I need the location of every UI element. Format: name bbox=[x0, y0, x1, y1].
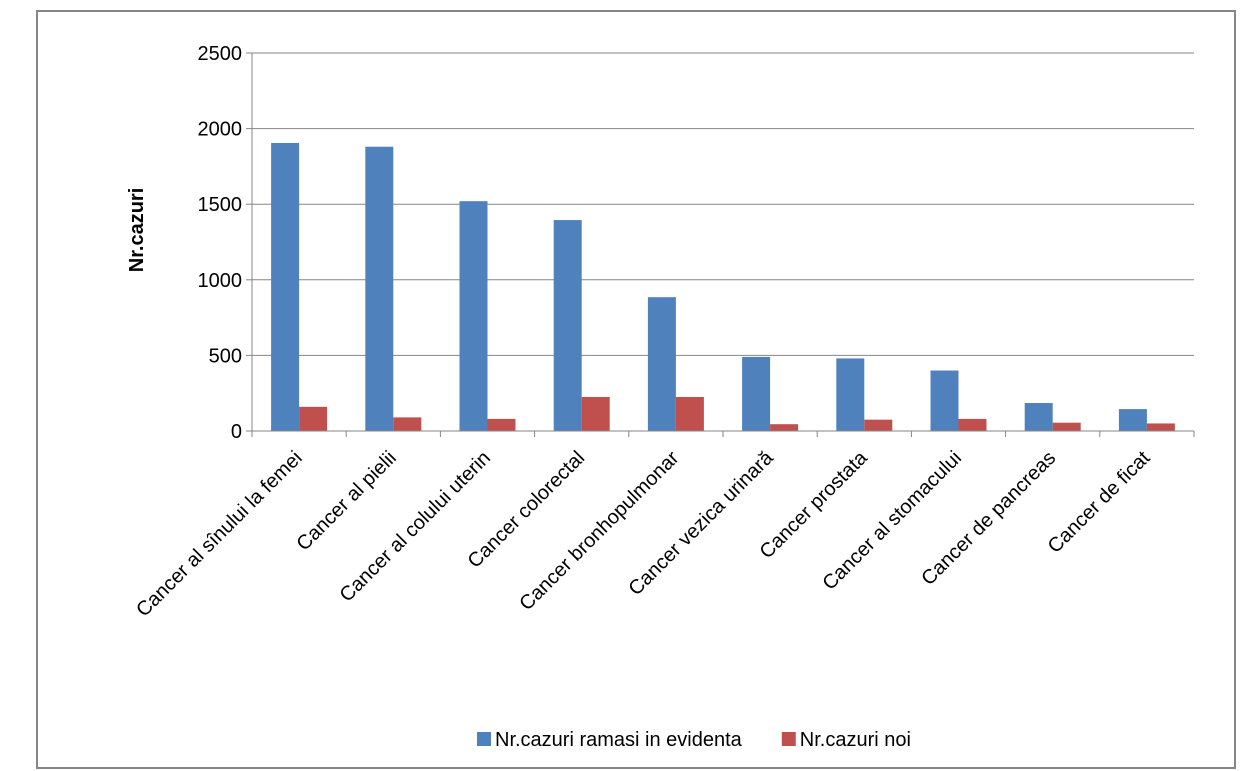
bar-noi bbox=[675, 396, 704, 431]
bar-ramasi bbox=[742, 356, 771, 431]
axes bbox=[246, 52, 1195, 437]
legend: Nr.cazuri ramasi in evidenta Nr.cazuri no… bbox=[477, 729, 911, 751]
gridlines bbox=[252, 52, 1194, 356]
bar-noi bbox=[864, 419, 893, 431]
bar-noi bbox=[1146, 423, 1175, 431]
y-tick-label: 2000 bbox=[198, 119, 243, 141]
bar-ramasi bbox=[365, 146, 394, 431]
bar-ramasi bbox=[459, 201, 488, 431]
bar-ramasi bbox=[1024, 403, 1053, 431]
bar-noi bbox=[581, 396, 610, 431]
bar-ramasi bbox=[930, 370, 959, 431]
bars bbox=[271, 142, 1175, 432]
chart-frame bbox=[36, 10, 1236, 769]
x-category-label: Cancer de ficat bbox=[1044, 447, 1155, 558]
bar-ramasi bbox=[1118, 409, 1147, 431]
y-axis-title: Nr.cazuri bbox=[126, 188, 148, 272]
bar-noi bbox=[299, 406, 328, 431]
bar-noi bbox=[958, 418, 987, 431]
y-tick-label: 1000 bbox=[198, 270, 243, 292]
bar-noi bbox=[393, 417, 422, 431]
x-category-label: Cancer al pielii bbox=[293, 447, 401, 555]
x-category-label: Cancer bronhopulmonar bbox=[515, 447, 683, 615]
x-category-label: Cancer al sînului la femei bbox=[132, 447, 306, 621]
y-tick-label: 0 bbox=[231, 421, 242, 443]
bar-ramasi bbox=[836, 358, 865, 431]
x-category-label: Cancer al colului uterin bbox=[336, 447, 495, 606]
bar-noi bbox=[487, 418, 516, 431]
legend-swatch bbox=[781, 732, 796, 746]
y-tick-label: 500 bbox=[209, 345, 242, 367]
bar-ramasi bbox=[647, 297, 676, 431]
bar-ramasi bbox=[553, 220, 582, 431]
legend-label: Nr.cazuri noi bbox=[800, 729, 911, 751]
bar-noi bbox=[770, 424, 799, 431]
legend-label: Nr.cazuri ramasi in evidenta bbox=[495, 729, 743, 751]
y-tick-label: 2500 bbox=[198, 43, 243, 65]
legend-swatch bbox=[477, 732, 491, 746]
bar-ramasi bbox=[271, 142, 300, 432]
y-tick-label: 1500 bbox=[198, 194, 243, 216]
bar-noi bbox=[1052, 422, 1081, 431]
